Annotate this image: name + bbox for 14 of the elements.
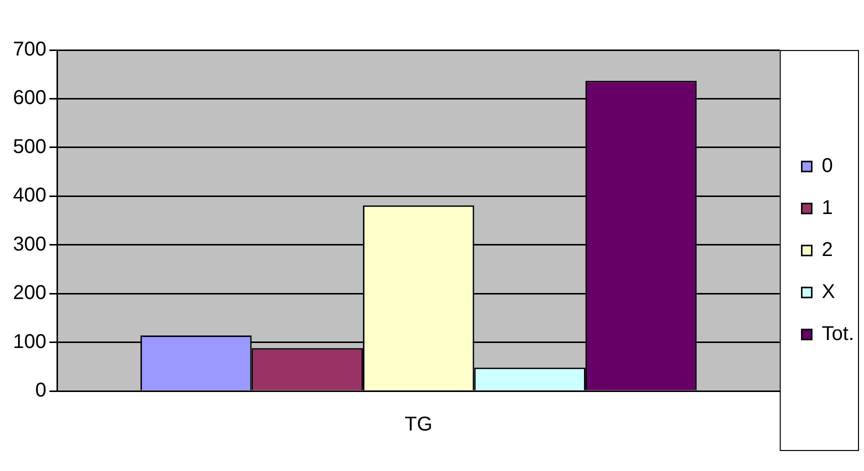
y-tick-label: 300 bbox=[12, 233, 46, 256]
y-tick-label: 400 bbox=[12, 184, 46, 207]
y-tick-label: 200 bbox=[12, 282, 46, 304]
y-tick-label: 500 bbox=[12, 136, 46, 158]
y-tick-label: 700 bbox=[12, 38, 46, 61]
x-tick-label: TG bbox=[404, 414, 432, 436]
legend-label: X bbox=[822, 281, 836, 304]
y-tick-label: 0 bbox=[35, 380, 46, 402]
y-tick-label: 600 bbox=[12, 87, 46, 110]
legend-label: 1 bbox=[822, 197, 833, 220]
legend-label: Tot. bbox=[822, 323, 854, 346]
legend-label: 0 bbox=[822, 155, 833, 178]
legend-label: 2 bbox=[822, 239, 833, 262]
y-tick-label: 100 bbox=[12, 330, 46, 353]
